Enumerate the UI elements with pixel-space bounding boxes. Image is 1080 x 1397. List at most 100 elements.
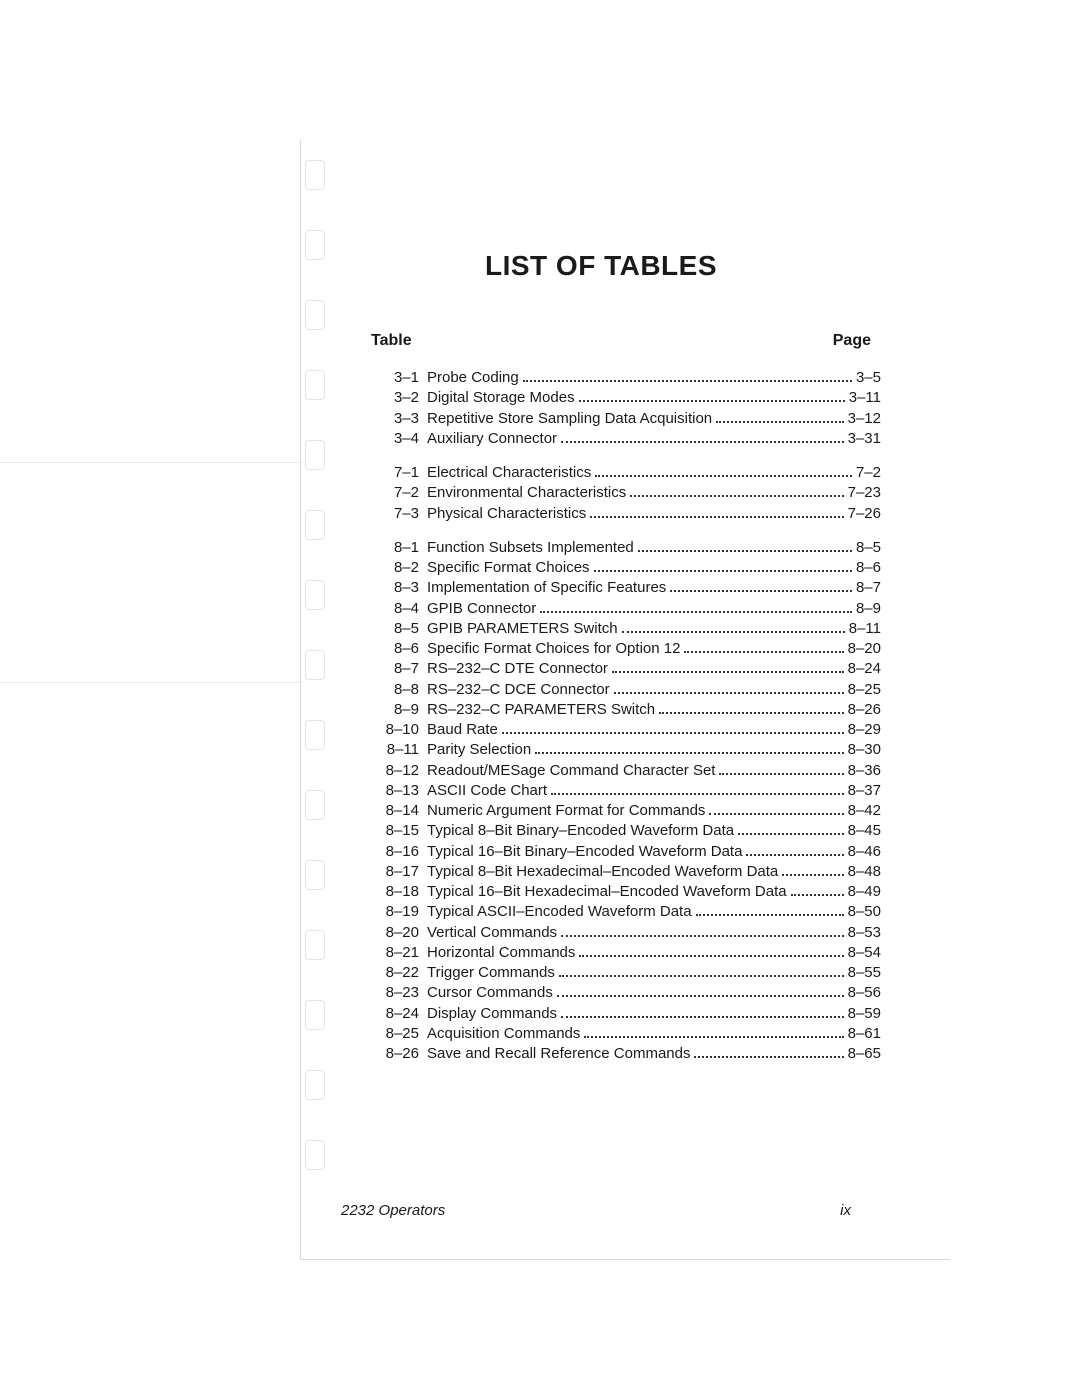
toc-entry-page: 8–25: [848, 680, 881, 700]
toc-entry-number: 7–2: [371, 483, 427, 503]
toc-group: 3–1Probe Coding3–53–2Digital Storage Mod…: [371, 368, 881, 449]
toc-entry-page: 7–23: [848, 483, 881, 503]
toc-entry-number: 3–2: [371, 388, 427, 408]
toc-leader-dots: [523, 380, 852, 382]
toc-leader-dots: [561, 441, 844, 443]
toc-entry-title: Repetitive Store Sampling Data Acquisiti…: [427, 409, 712, 429]
toc-entry-title: Typical 16–Bit Binary–Encoded Waveform D…: [427, 842, 742, 862]
toc-leader-dots: [595, 475, 852, 477]
toc-entry-page: 7–2: [856, 463, 881, 483]
toc-entry-title: Typical 16–Bit Hexadecimal–Encoded Wavef…: [427, 882, 787, 902]
toc-leader-dots: [559, 975, 844, 977]
toc-leader-dots: [561, 1016, 844, 1018]
toc-entry-number: 8–5: [371, 619, 427, 639]
toc-row: 8–4GPIB Connector8–9: [371, 599, 881, 619]
toc-entry-number: 8–24: [371, 1004, 427, 1024]
toc-entry-page: 8–65: [848, 1044, 881, 1064]
toc-leader-dots: [579, 955, 843, 957]
toc-row: 8–22Trigger Commands 8–55: [371, 963, 881, 983]
toc-row: 8–1Function Subsets Implemented8–5: [371, 538, 881, 558]
toc-entry-title: Specific Format Choices for Option 12: [427, 639, 680, 659]
toc-entry-page: 8–50: [848, 902, 881, 922]
toc-entry-number: 8–7: [371, 659, 427, 679]
toc-leader-dots: [557, 995, 844, 997]
toc-row: 8–25Acquisition Commands8–61: [371, 1024, 881, 1044]
toc-entry-page: 3–5: [856, 368, 881, 388]
toc-entry-title: Trigger Commands: [427, 963, 555, 983]
toc-row: 8–2Specific Format Choices8–6: [371, 558, 881, 578]
toc-leader-dots: [659, 712, 843, 714]
toc-row: 8–23Cursor Commands8–56: [371, 983, 881, 1003]
toc-entry-page: 8–26: [848, 700, 881, 720]
toc-row: 7–1Electrical Characteristics 7–2: [371, 463, 881, 483]
toc-leader-dots: [694, 1056, 843, 1058]
toc-entry-number: 3–3: [371, 409, 427, 429]
toc-entry-page: 8–6: [856, 558, 881, 578]
toc-row: 8–24Display Commands 8–59: [371, 1004, 881, 1024]
toc-entry-number: 8–18: [371, 882, 427, 902]
toc-entry-number: 8–19: [371, 902, 427, 922]
toc-entry-page: 8–59: [848, 1004, 881, 1024]
toc-leader-dots: [579, 400, 845, 402]
toc-entry-number: 8–14: [371, 801, 427, 821]
toc-entry-title: RS–232–C DTE Connector: [427, 659, 608, 679]
toc-leader-dots: [630, 495, 843, 497]
page-title: LIST OF TABLES: [331, 250, 871, 282]
toc-entry-number: 8–1: [371, 538, 427, 558]
toc-entry-number: 3–1: [371, 368, 427, 388]
toc-row: 8–26Save and Recall Reference Commands8–…: [371, 1044, 881, 1064]
toc-entry-number: 8–16: [371, 842, 427, 862]
toc-leader-dots: [716, 421, 843, 423]
toc-entry-title: Acquisition Commands: [427, 1024, 580, 1044]
toc-entry-title: Horizontal Commands: [427, 943, 575, 963]
toc-entry-title: GPIB PARAMETERS Switch: [427, 619, 618, 639]
toc-leader-dots: [696, 914, 844, 916]
toc-entry-title: RS–232–C DCE Connector: [427, 680, 610, 700]
toc-entry-title: Numeric Argument Format for Commands: [427, 801, 705, 821]
toc-leader-dots: [622, 631, 845, 633]
toc-entry-title: Electrical Characteristics: [427, 463, 591, 483]
toc-entry-page: 3–11: [849, 388, 881, 408]
toc-entry-page: 8–49: [848, 882, 881, 902]
toc-row: 8–3Implementation of Specific Features8–…: [371, 578, 881, 598]
toc-row: 8–14Numeric Argument Format for Commands…: [371, 801, 881, 821]
toc-leader-dots: [584, 1036, 843, 1038]
toc-leader-dots: [684, 651, 843, 653]
toc-entry-title: Auxiliary Connector: [427, 429, 557, 449]
toc-list: 3–1Probe Coding3–53–2Digital Storage Mod…: [371, 368, 881, 1064]
toc-entry-page: 8–54: [848, 943, 881, 963]
toc-row: 8–12Readout/MESage Command Character Set…: [371, 761, 881, 781]
toc-entry-number: 8–3: [371, 578, 427, 598]
page-footer: 2232 Operators ix: [341, 1202, 851, 1219]
toc-leader-dots: [594, 570, 852, 572]
toc-entry-page: 8–5: [856, 538, 881, 558]
toc-entry-title: GPIB Connector: [427, 599, 536, 619]
toc-header: Table Page: [371, 332, 871, 350]
toc-leader-dots: [540, 611, 852, 613]
toc-leader-dots: [551, 793, 844, 795]
toc-row: 8–11Parity Selection8–30: [371, 740, 881, 760]
toc-leader-dots: [614, 692, 844, 694]
toc-entry-title: Display Commands: [427, 1004, 557, 1024]
toc-leader-dots: [612, 671, 844, 673]
toc-entry-title: Probe Coding: [427, 368, 519, 388]
toc-group: 8–1Function Subsets Implemented8–58–2Spe…: [371, 538, 881, 1065]
toc-entry-number: 8–20: [371, 923, 427, 943]
toc-leader-dots: [738, 833, 844, 835]
toc-entry-page: 8–55: [848, 963, 881, 983]
toc-leader-dots: [561, 935, 844, 937]
toc-leader-dots: [535, 752, 843, 754]
toc-entry-page: 8–29: [848, 720, 881, 740]
toc-entry-page: 8–48: [848, 862, 881, 882]
toc-entry-title: Typical 8–Bit Hexadecimal–Encoded Wavefo…: [427, 862, 778, 882]
toc-entry-number: 7–1: [371, 463, 427, 483]
toc-entry-number: 8–22: [371, 963, 427, 983]
header-page-label: Page: [833, 332, 871, 350]
toc-entry-page: 8–37: [848, 781, 881, 801]
toc-row: 3–3Repetitive Store Sampling Data Acquis…: [371, 409, 881, 429]
toc-leader-dots: [791, 894, 844, 896]
toc-entry-number: 8–25: [371, 1024, 427, 1044]
toc-entry-number: 7–3: [371, 504, 427, 524]
toc-entry-number: 8–13: [371, 781, 427, 801]
toc-entry-number: 8–15: [371, 821, 427, 841]
